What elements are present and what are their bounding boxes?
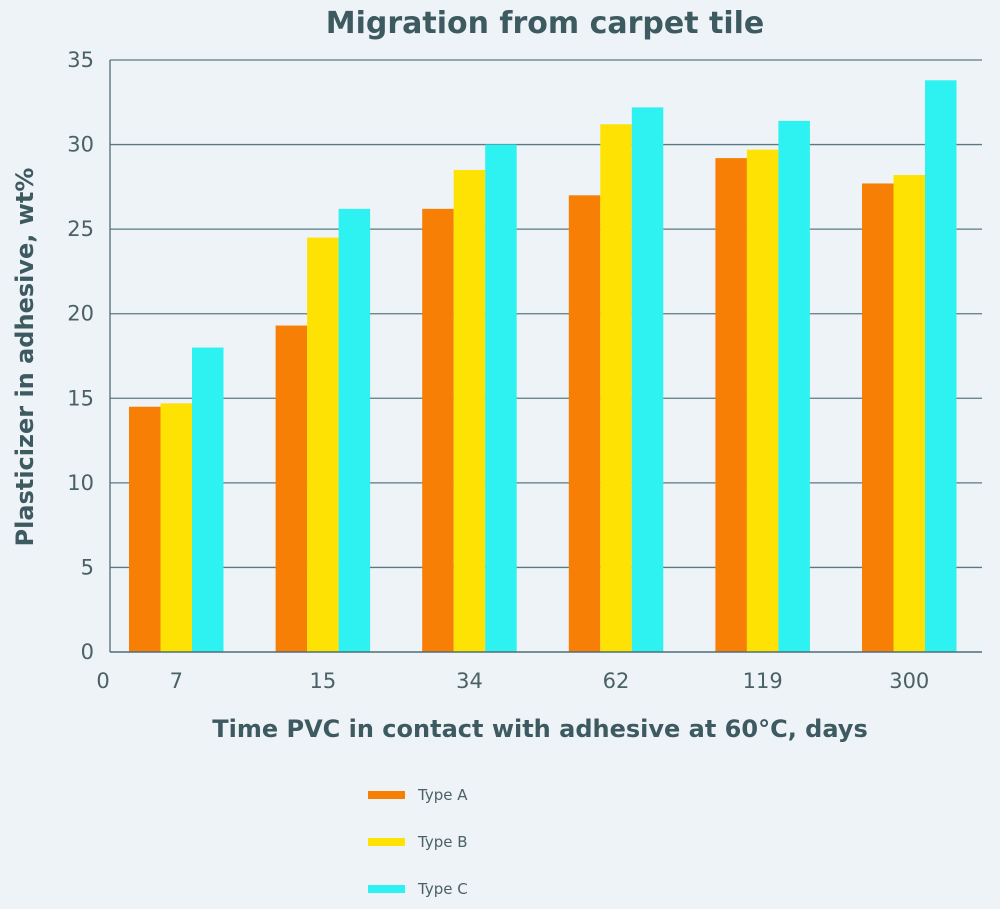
- bar-type-c: [925, 80, 957, 653]
- x-origin-label: 0: [96, 669, 109, 693]
- bar-type-b: [746, 149, 779, 652]
- bar-type-b: [893, 175, 925, 652]
- bar-type-a: [129, 406, 161, 652]
- chart-title: Migration from carpet tile: [326, 6, 765, 41]
- x-tick-label: 34: [456, 669, 483, 693]
- bar-type-c: [338, 208, 371, 653]
- bar-type-a: [862, 183, 894, 652]
- y-axis-label: Plasticizer in adhesive, wt%: [11, 168, 39, 547]
- bar-type-b: [453, 169, 486, 652]
- bar-type-c: [631, 107, 664, 653]
- bars: [129, 80, 957, 653]
- bar-type-b: [160, 403, 192, 652]
- y-tick-label: 20: [67, 302, 94, 326]
- bar-type-a: [275, 325, 308, 652]
- y-tick-label: 0: [81, 640, 94, 664]
- legend-label: Type B: [417, 833, 468, 851]
- x-tick-label: 62: [603, 669, 630, 693]
- bar-type-b: [307, 237, 339, 652]
- x-tick-labels: 0 7 15 34 62 119 300: [96, 669, 929, 693]
- y-tick-label: 30: [67, 133, 94, 157]
- bar-type-a: [422, 208, 454, 653]
- bar-type-c: [778, 120, 810, 653]
- x-tick-label: 7: [170, 669, 183, 693]
- legend-label: Type A: [417, 786, 468, 804]
- gridlines: [110, 59, 982, 569]
- legend: Type A Type B Type C: [368, 786, 468, 898]
- bar-type-c: [192, 347, 224, 652]
- bar-type-c: [485, 144, 517, 653]
- bar-type-a: [715, 158, 747, 653]
- x-tick-label: 15: [309, 669, 336, 693]
- x-axis-label: Time PVC in contact with adhesive at 60°…: [212, 715, 867, 743]
- y-tick-label: 35: [67, 48, 94, 72]
- y-tick-label: 10: [67, 471, 94, 495]
- x-tick-label: 300: [889, 669, 929, 693]
- y-tick-labels: 0 5 10 15 20 25 30 35: [67, 48, 94, 664]
- bar-type-b: [600, 124, 632, 652]
- y-tick-label: 25: [67, 217, 94, 241]
- legend-label: Type C: [417, 880, 468, 898]
- bar-type-a: [568, 195, 601, 653]
- x-tick-label: 119: [743, 669, 783, 693]
- y-tick-label: 15: [67, 386, 94, 410]
- y-tick-label: 5: [81, 555, 94, 579]
- axes: [109, 60, 982, 653]
